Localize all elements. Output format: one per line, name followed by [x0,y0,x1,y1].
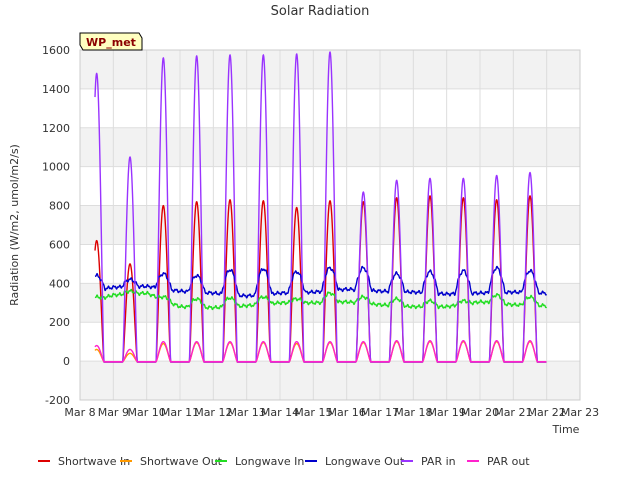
plot-frame [79,49,581,401]
x-tick-label: Mar 9 [98,406,129,419]
legend-label-longwave-out: Longwave Out [325,455,405,468]
y-band [80,127,580,167]
plot-bands [80,50,580,400]
x-tick-label: Mar 16 [328,406,366,419]
x-tick-label: Mar 15 [294,406,332,419]
x-tick-label: Mar 14 [261,406,299,419]
x-tick-label: Mar 8 [64,406,95,419]
legend-label-shortwave-out: Shortwave Out [140,455,223,468]
y-tick-label: 1000 [42,161,70,174]
series-line-par-out [94,340,547,363]
y-band [80,361,580,400]
y-tick-label: 1200 [42,122,70,135]
x-tick-label: Mar 21 [494,406,532,419]
y-tick-label: 1400 [42,83,70,96]
series-line-longwave-out [94,265,548,299]
site-badge-label: WP_met [86,36,136,49]
x-tick-label: Mar 10 [128,406,166,419]
y-tick-label: 400 [49,277,70,290]
site-badge: WP_met [79,32,143,51]
x-tick-label: Mar 18 [394,406,432,419]
chart-title: Solar Radiation [271,4,370,19]
y-tick-label: -200 [45,394,70,407]
legend-label-par-out: PAR out [487,455,530,468]
y-band [80,205,580,245]
x-tick-label: Mar 11 [161,406,199,419]
x-axis-label: Time [552,423,580,436]
y-tick-label: 0 [63,355,70,368]
legend-label-longwave-in: Longwave In [235,455,304,468]
y-tick-label: 200 [49,316,70,329]
legend-label-par-in: PAR in [421,455,456,468]
y-axis-label: Radiation (W/m2, umol/m2/s) [8,144,21,306]
series-layer [94,51,548,363]
chart-legend: Shortwave In Shortwave Out Longwave In Long… [38,455,530,468]
site-badge-box [79,32,143,51]
series-line-longwave-in [94,288,548,311]
legend-label-shortwave-in: Shortwave In [58,455,130,468]
x-tick-label: Mar 13 [228,406,266,419]
x-tick-label: Mar 17 [361,406,399,419]
y-tick-label: 800 [49,200,70,213]
y-tick-label: 1600 [42,44,70,57]
y-band [80,283,580,323]
x-tick-label: Mar 12 [194,406,232,419]
x-tick-label: Mar 19 [428,406,466,419]
x-tick-label: Mar 22 [528,406,566,419]
x-tick-label: Mar 20 [461,406,499,419]
y-tick-label: 600 [49,238,70,251]
x-tick-label: Mar 23 [561,406,599,419]
